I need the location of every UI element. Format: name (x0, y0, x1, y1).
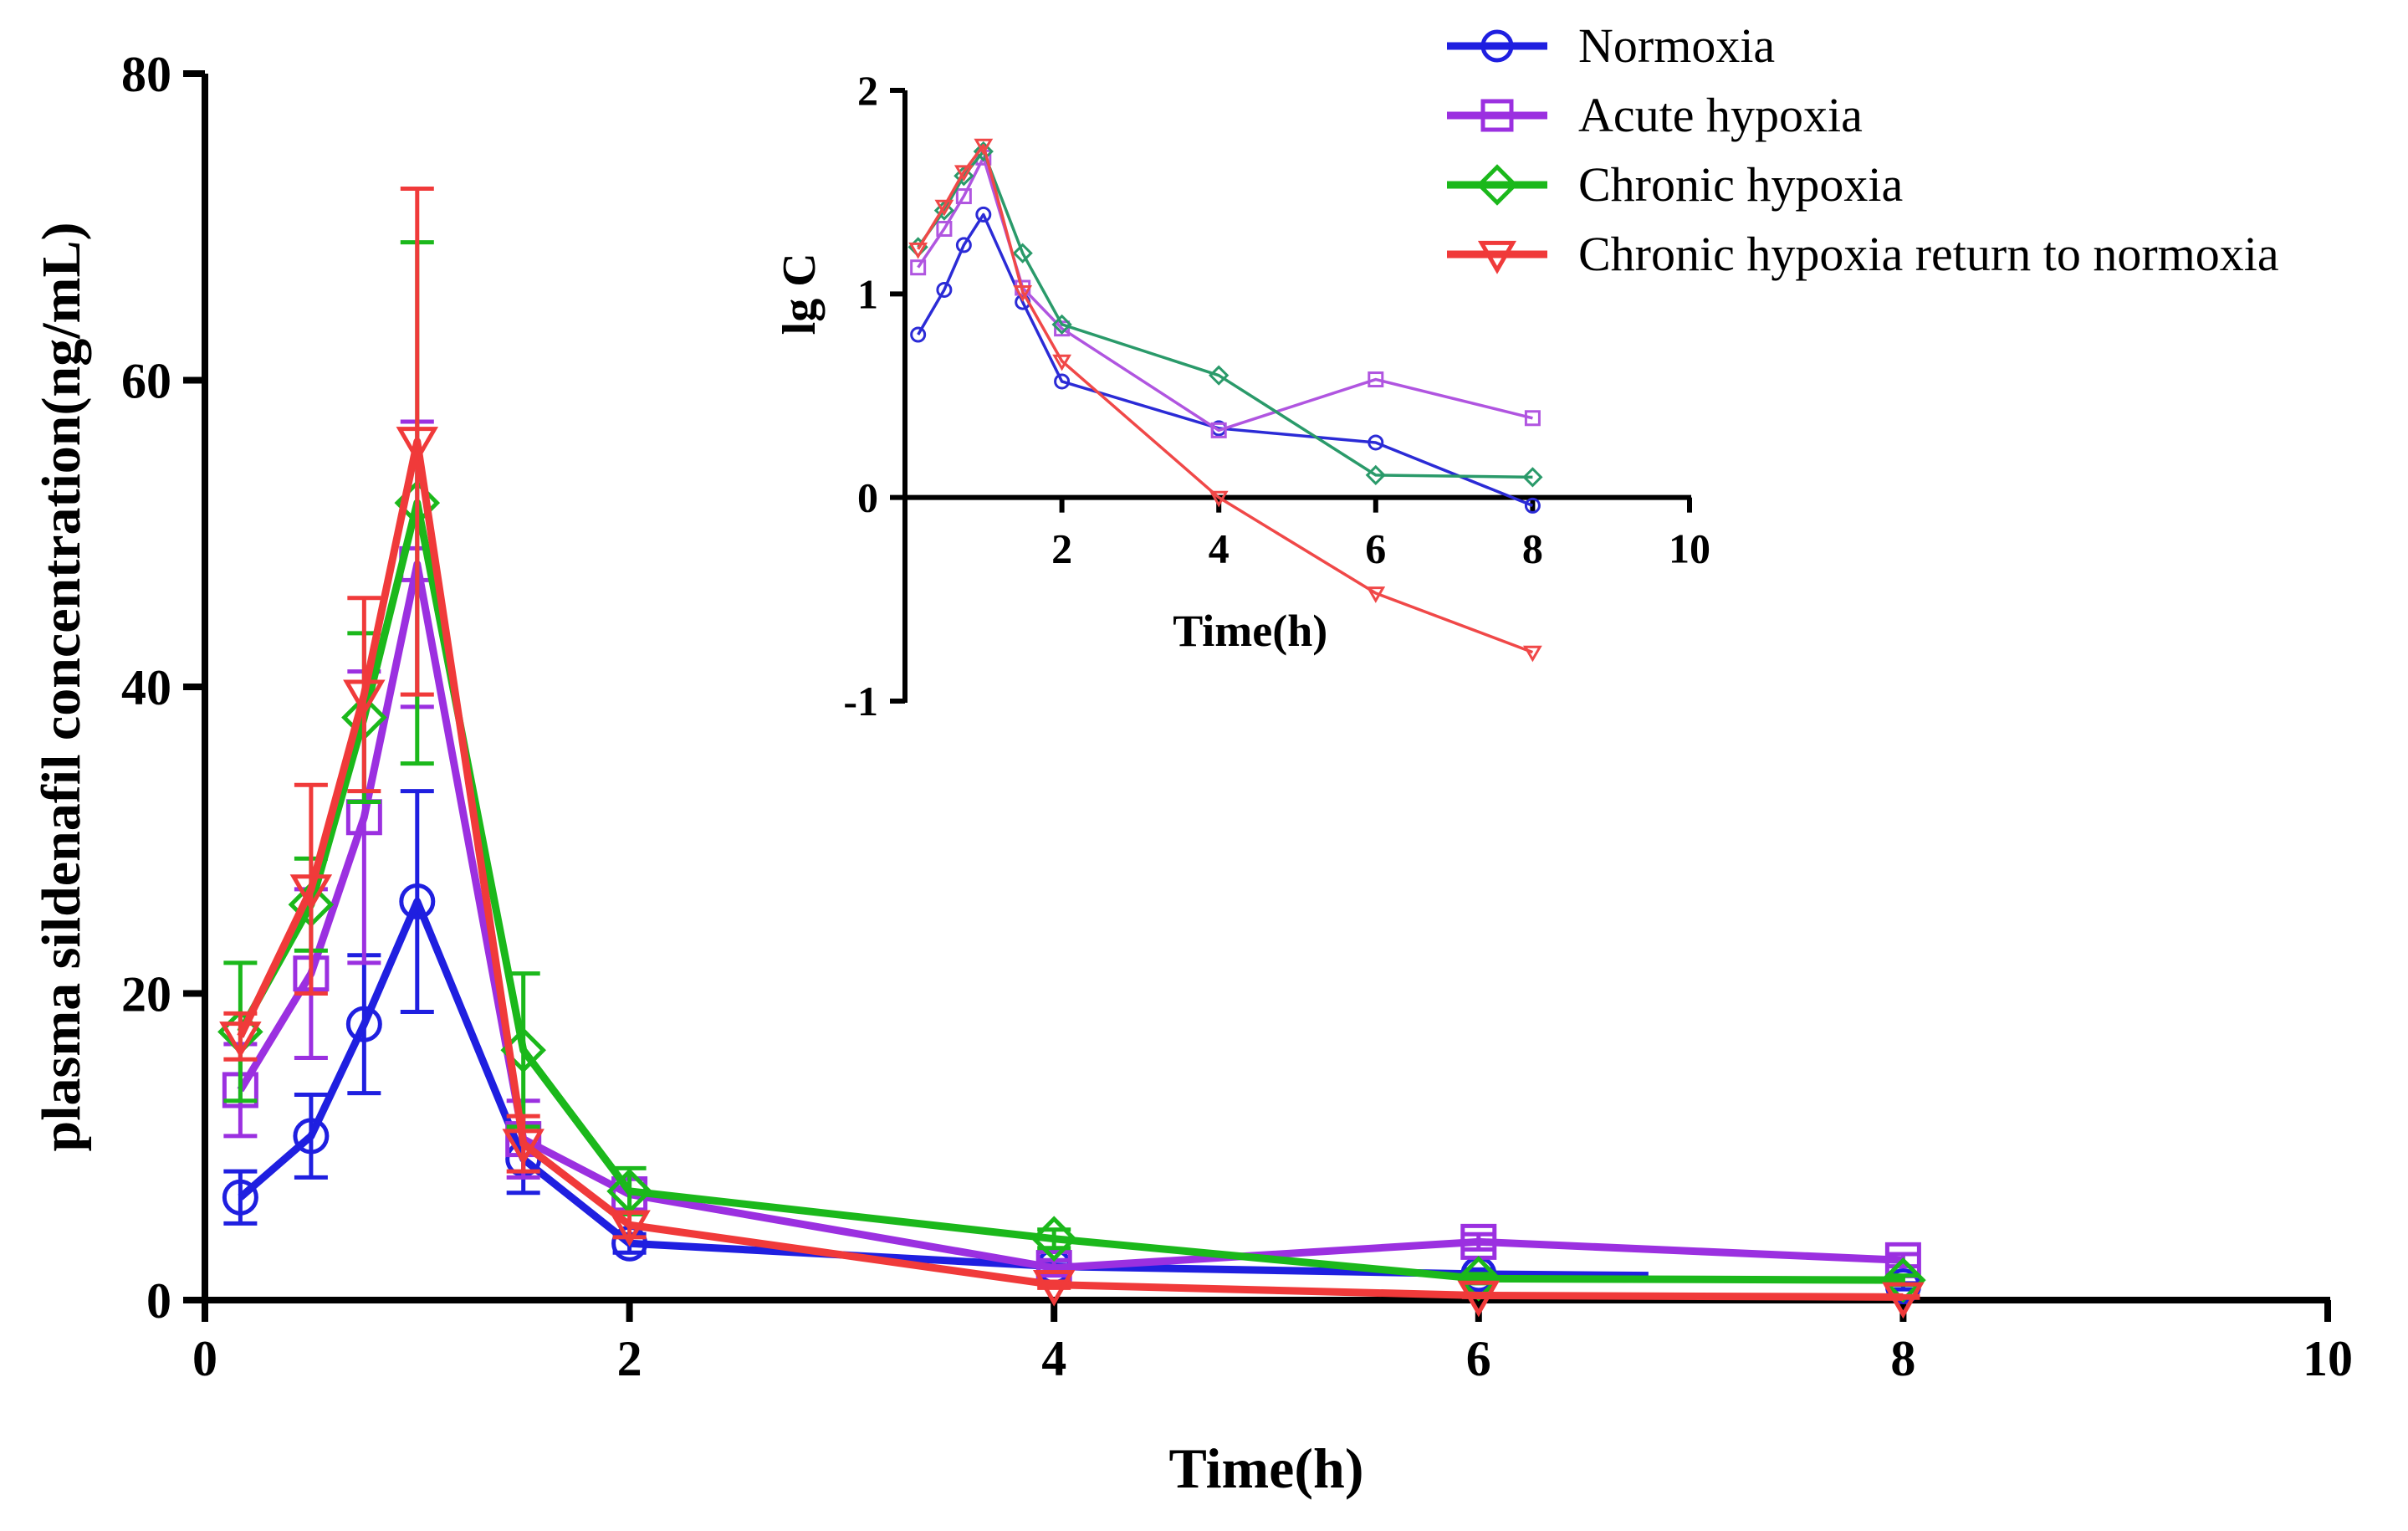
y-tick-label: 60 (121, 354, 171, 409)
inset-data-point (1209, 490, 1229, 508)
x-axis-title: Time(h) (1169, 1436, 1364, 1500)
x-tick-label: 4 (1041, 1331, 1066, 1386)
inset-data-point (936, 281, 953, 298)
inset-data-point (1368, 371, 1384, 388)
legend-item-chronic-hypoxia-return-to-normoxia: Chronic hypoxia return to normoxia (1447, 227, 2279, 281)
y-tick-label: 80 (121, 47, 171, 102)
inset-data-point (1210, 422, 1227, 438)
inset-series-line (917, 150, 1533, 479)
inset-data-point (1012, 243, 1033, 264)
inset-data-point (910, 259, 927, 276)
inset-series-acute-hypoxia (910, 149, 1541, 438)
inset-y-tick-label: 0 (857, 474, 878, 521)
inset-data-point (1051, 314, 1072, 335)
inset-y-tick-label: -1 (843, 678, 878, 725)
legend-label: Acute hypoxia (1578, 88, 1863, 142)
legend-marker (1476, 164, 1518, 206)
inset-data-point (1052, 354, 1072, 371)
inset-data-point (908, 242, 928, 259)
data-point (219, 1022, 262, 1058)
inset-series-normoxia (910, 206, 1541, 514)
inset-data-point (1365, 464, 1386, 486)
inset-data-point (955, 237, 972, 253)
inset-x-axis-title: Time(h) (1173, 606, 1327, 656)
data-point (289, 874, 333, 911)
inset-data-point (953, 165, 974, 182)
inset-series-line (917, 212, 1534, 508)
inset-data-point (953, 166, 974, 187)
y-axis-title: plasma sildenafil concentration(ng/mL) (31, 222, 92, 1151)
data-point (1032, 1269, 1076, 1307)
y-tick-label: 40 (121, 660, 171, 715)
inset-x-tick-label: 2 (1051, 525, 1072, 572)
inset-y-tick-label: 1 (857, 270, 878, 317)
legend: Normoxia Acute hypoxia Chronic hypoxia Chro… (1447, 18, 2279, 281)
data-point (502, 1129, 544, 1165)
inset-data-point (1054, 373, 1071, 390)
inset-data-point (1522, 645, 1542, 663)
inset-series-line (917, 143, 1534, 654)
inset-data-point (1524, 497, 1541, 514)
inset-data-point (1368, 434, 1384, 451)
data-point (343, 679, 386, 717)
legend-label: Chronic hypoxia (1578, 157, 1903, 212)
inset-x-tick-label: 10 (1669, 525, 1710, 572)
inset-chart: 2 4 6 8 10 -1 0 1 2 Time(h) lg C (774, 67, 1710, 725)
inset-data-point (1013, 285, 1033, 302)
data-point (345, 1006, 382, 1042)
inset-data-point (1366, 586, 1386, 603)
series-line (237, 438, 1904, 1301)
inset-data-point (1209, 365, 1230, 386)
data-point (1880, 1257, 1926, 1303)
data-point (293, 1118, 330, 1155)
data-point (1457, 1280, 1501, 1318)
x-tick-label: 0 (192, 1331, 217, 1386)
legend-item-chronic-hypoxia: Chronic hypoxia (1447, 157, 1903, 212)
legend-label: Normoxia (1578, 18, 1775, 73)
inset-series-line (917, 156, 1533, 433)
inset-data-point (973, 141, 994, 162)
data-point (399, 883, 436, 920)
x-tick-label: 10 (2303, 1331, 2353, 1386)
x-tick-label: 6 (1466, 1331, 1491, 1386)
inset-data-point (974, 138, 994, 156)
data-point (396, 427, 439, 463)
data-point (1882, 1282, 1925, 1319)
series-chronic-hypoxia-return-to-normoxia (219, 186, 1925, 1319)
x-tick-label: 8 (1890, 1331, 1915, 1386)
inset-y-tick-label: 2 (857, 67, 878, 114)
legend-label: Chronic hypoxia return to normoxia (1578, 227, 2279, 281)
y-tick-label: 0 (146, 1273, 171, 1329)
inset-x-tick-label: 6 (1365, 525, 1386, 572)
legend-marker (1480, 29, 1514, 63)
inset-data-point (975, 206, 992, 223)
inset-data-point (1524, 410, 1541, 427)
data-point (608, 1210, 651, 1247)
inset-data-point (1522, 467, 1543, 488)
inset-y-axis-title: lg C (774, 253, 826, 335)
inset-data-point (933, 200, 955, 221)
inset-x-tick-label: 4 (1209, 525, 1230, 572)
series-line (238, 898, 1649, 1280)
series-chronic-hypoxia (217, 240, 1926, 1303)
legend-marker (1477, 240, 1517, 274)
data-point (222, 1179, 258, 1216)
y-tick-label: 20 (121, 967, 171, 1022)
legend-item-normoxia: Normoxia (1447, 18, 1775, 73)
legend-item-acute-hypoxia: Acute hypoxia (1447, 88, 1863, 142)
inset-x-tick-label: 8 (1522, 525, 1543, 572)
inset-data-point (936, 220, 953, 237)
inset-data-point (910, 326, 927, 343)
inset-data-point (934, 199, 954, 217)
data-point (1030, 1216, 1077, 1262)
legend-marker (1480, 99, 1514, 132)
series-line (237, 499, 1904, 1284)
x-tick-label: 2 (617, 1331, 642, 1386)
inset-data-point (955, 188, 972, 205)
inset-series-chronic-hypoxia-return-to-normoxia (908, 138, 1542, 663)
